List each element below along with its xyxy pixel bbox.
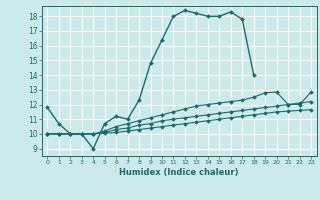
X-axis label: Humidex (Indice chaleur): Humidex (Indice chaleur) (119, 168, 239, 177)
